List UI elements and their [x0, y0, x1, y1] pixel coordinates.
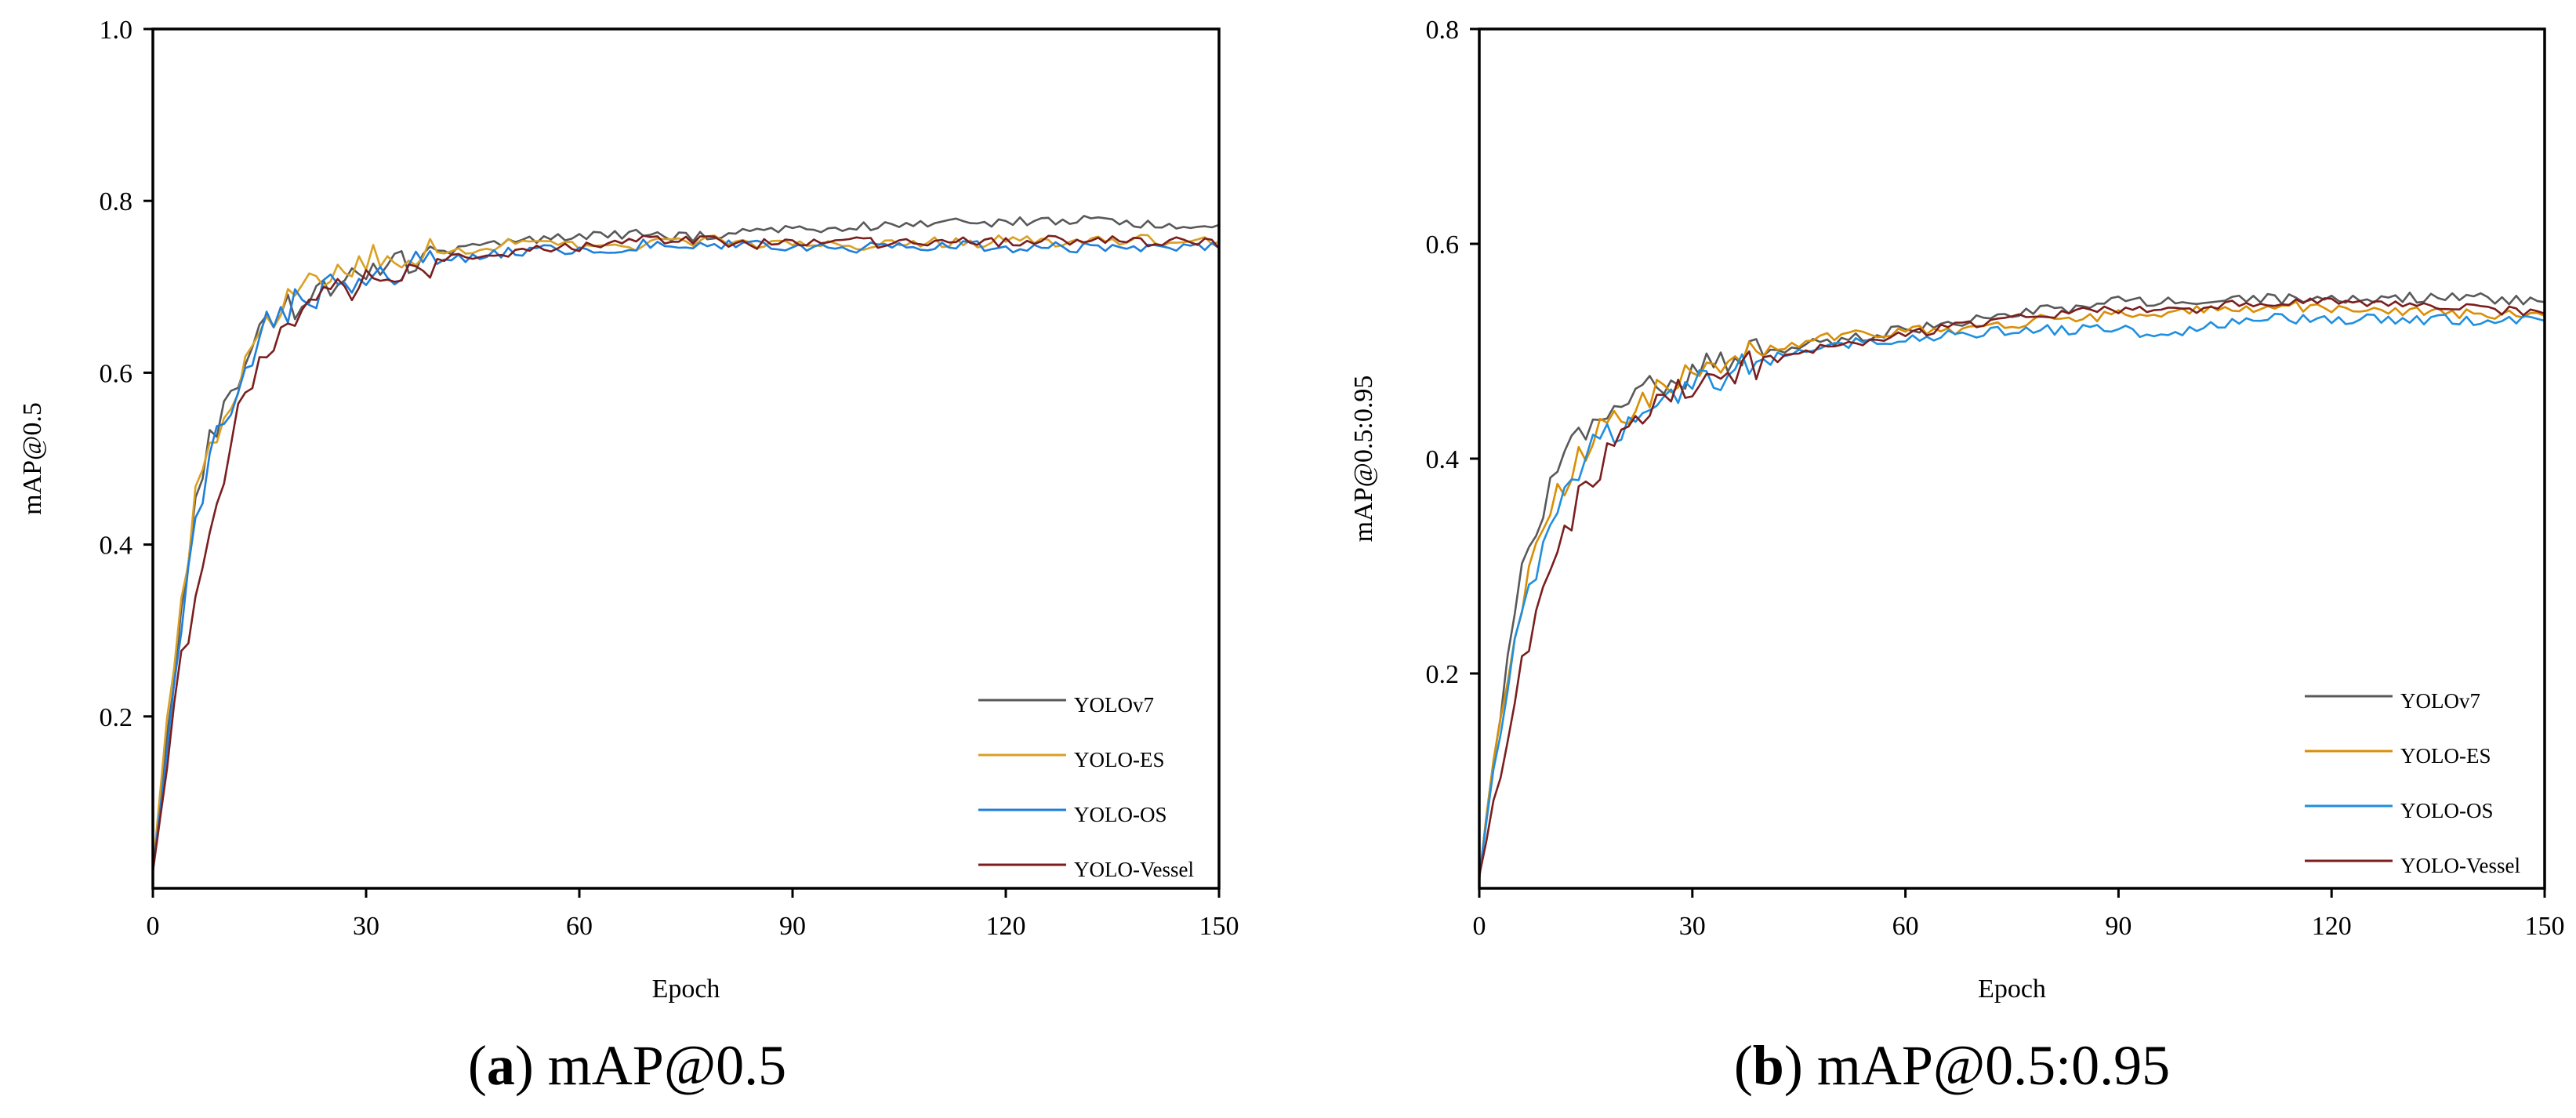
legend-label-a-0: YOLOv7 — [1074, 693, 1154, 717]
x-tick-label-b-0: 0 — [1473, 912, 1486, 941]
panel-a: 0 30 60 90 120 150 0.2 0.4 0.6 0.8 1.0 Epoch mAP@0.5… — [18, 16, 1239, 1097]
caption-a-letter: a — [486, 1034, 515, 1097]
series-line-a-1 — [151, 234, 1220, 871]
caption-b-letter: b — [1752, 1034, 1784, 1097]
series-line-b-0 — [1478, 292, 2545, 880]
y-axis-title-b: mAP@0.5:0.95 — [1349, 376, 1378, 543]
chart-b: 0 30 60 90 120 150 0.2 0.4 0.6 0.8 Epoch mAP@0.5:0.… — [1349, 16, 2565, 1004]
panel-b: 0 30 60 90 120 150 0.2 0.4 0.6 0.8 Epoch mAP@0.5:0.… — [1325, 0, 2576, 1118]
y-tick-label-b-2: 0.6 — [1426, 230, 1460, 260]
legend-label-b-2: YOLO-OS — [2400, 799, 2494, 822]
y-tick-label-a-0: 0.2 — [100, 703, 133, 732]
plot-frame-b — [1478, 27, 2546, 890]
x-tick-label-a-2: 60 — [566, 912, 593, 941]
y-tick-label-a-3: 0.8 — [100, 187, 133, 216]
y-axis-title-a: mAP@0.5 — [18, 402, 47, 515]
legend-label-a-3: YOLO-Vessel — [1074, 858, 1194, 881]
x-tick-label-a-4: 120 — [986, 912, 1026, 941]
y-tick-label-b-3: 0.8 — [1426, 16, 1460, 45]
series-line-a-2 — [151, 238, 1220, 871]
y-tick-label-b-0: 0.2 — [1426, 660, 1460, 689]
legend-label-b-0: YOLOv7 — [2400, 689, 2480, 713]
caption-a-text: mAP@0.5 — [547, 1034, 787, 1097]
x-tick-label-a-1: 30 — [353, 912, 379, 941]
legend-label-b-3: YOLO-Vessel — [2400, 854, 2520, 877]
chart-a: 0 30 60 90 120 150 0.2 0.4 0.6 0.8 1.0 Epoch mAP@0.5… — [18, 16, 1239, 1004]
y-tick-label-b-1: 0.4 — [1426, 445, 1460, 474]
x-tick-label-a-0: 0 — [147, 912, 160, 941]
caption-b: (b) mAP@0.5:0.95 — [1733, 1034, 2171, 1097]
legend-b: YOLOv7 YOLO-ES YOLO-OS YOLO-Vessel — [2305, 689, 2520, 877]
series-line-a-0 — [151, 215, 1220, 873]
series-line-b-2 — [1478, 313, 2545, 878]
legend-label-b-1: YOLO-ES — [2400, 744, 2491, 768]
x-tick-label-b-3: 90 — [2105, 912, 2132, 941]
x-tick-label-b-5: 150 — [2525, 912, 2565, 941]
x-tick-label-a-5: 150 — [1199, 912, 1239, 941]
x-tick-label-b-4: 120 — [2312, 912, 2352, 941]
x-tick-label-b-1: 30 — [1679, 912, 1706, 941]
y-tick-label-a-2: 0.6 — [100, 359, 133, 388]
x-axis-title-a: Epoch — [652, 975, 720, 1004]
caption-b-text: mAP@0.5:0.95 — [1816, 1034, 2171, 1097]
legend-label-a-2: YOLO-OS — [1074, 803, 1167, 826]
x-tick-label-b-2: 60 — [1892, 912, 1919, 941]
legend-a: YOLOv7 YOLO-ES YOLO-OS YOLO-Vessel — [978, 693, 1194, 881]
series-line-b-3 — [1478, 297, 2545, 877]
y-tick-label-a-1: 0.4 — [100, 532, 133, 561]
x-axis-title-b: Epoch — [1978, 975, 2046, 1004]
x-tick-label-a-3: 90 — [779, 912, 806, 941]
caption-a: (a) mAP@0.5 — [467, 1034, 787, 1097]
series-line-b-1 — [1478, 300, 2545, 880]
legend-label-a-1: YOLO-ES — [1074, 748, 1165, 771]
series-line-a-3 — [151, 234, 1220, 872]
y-tick-label-a-4: 1.0 — [100, 16, 133, 45]
plot-frame-a — [151, 27, 1221, 890]
